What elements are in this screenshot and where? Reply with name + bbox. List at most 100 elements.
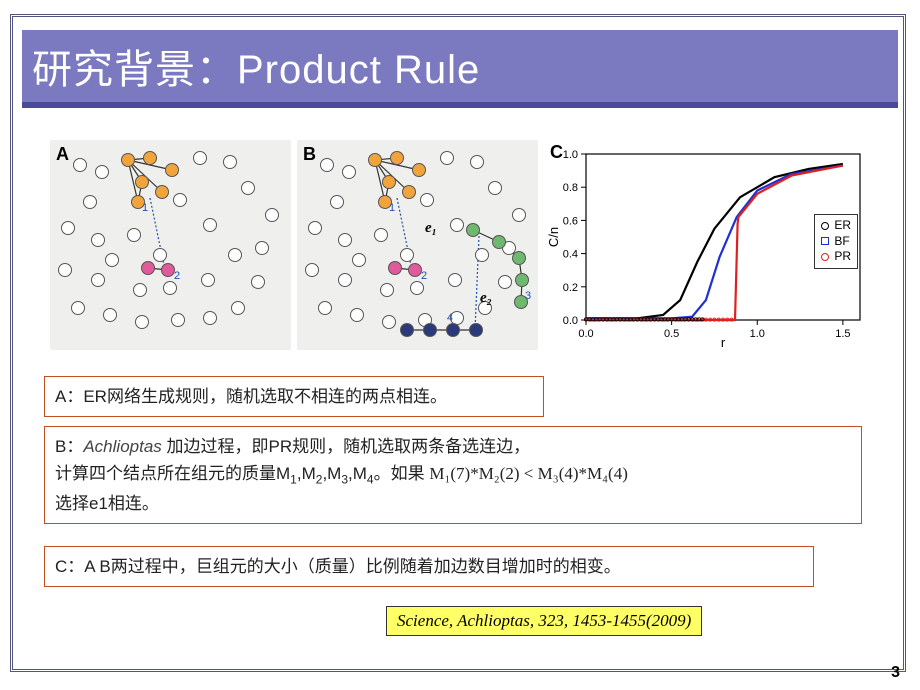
text-box-b: B：Achlioptas 加边过程，即PR规则，随机选取两条备选连边， 计算四个… <box>44 426 862 524</box>
node <box>135 315 149 329</box>
node <box>382 315 396 329</box>
node <box>251 275 265 289</box>
svg-text:0.0: 0.0 <box>563 315 578 327</box>
node <box>201 273 215 287</box>
node <box>161 263 175 277</box>
node <box>423 323 437 337</box>
node <box>412 163 426 177</box>
panel-b-num3: 3 <box>525 290 531 302</box>
text-box-c: C：A B两过程中，巨组元的大小（质量）比例随着加边数目增加时的相变。 <box>44 546 814 587</box>
citation: Science, Achlioptas, 323, 1453-1455(2009… <box>386 606 702 636</box>
legend-er: ER <box>821 218 851 234</box>
node <box>408 263 422 277</box>
node <box>338 273 352 287</box>
node <box>400 323 414 337</box>
svg-text:0.4: 0.4 <box>563 249 578 261</box>
node <box>515 273 529 287</box>
node <box>58 263 72 277</box>
node <box>103 308 117 322</box>
node <box>133 283 147 297</box>
node <box>498 275 512 289</box>
node <box>488 181 502 195</box>
svg-text:r: r <box>721 335 726 350</box>
node <box>91 233 105 247</box>
node <box>308 221 322 235</box>
edge-label-e1: e₁ <box>425 220 437 237</box>
node <box>475 248 489 262</box>
text-box-a: A：ER网络生成规则，随机选取不相连的两点相连。 <box>44 376 544 417</box>
node <box>446 323 460 337</box>
node <box>402 185 416 199</box>
panel-b-num4: 4 <box>447 312 453 324</box>
node <box>320 158 334 172</box>
node <box>135 175 149 189</box>
node <box>127 228 141 242</box>
header: 研究背景：Product Rule <box>22 30 898 108</box>
node <box>368 153 382 167</box>
figure-row: A 1 2 B 1 2 3 4 e₁ e₂ C 0.00.51.01.50.00… <box>50 140 870 360</box>
node <box>352 253 366 267</box>
node <box>492 235 506 249</box>
node <box>173 193 187 207</box>
node <box>420 193 434 207</box>
node <box>440 151 454 165</box>
panel-c-label: C <box>550 142 563 163</box>
panel-a: A 1 2 <box>50 140 291 350</box>
node <box>223 155 237 169</box>
node <box>388 261 402 275</box>
node <box>255 241 269 255</box>
node <box>71 301 85 315</box>
node <box>141 261 155 275</box>
node <box>382 175 396 189</box>
node <box>318 301 332 315</box>
node <box>165 163 179 177</box>
panel-a-num2: 2 <box>174 270 180 282</box>
node <box>330 195 344 209</box>
panel-a-num1: 1 <box>142 202 148 214</box>
math-formula: M₁(7)*M₂(2) < M₃(4)*M₄(4) <box>429 464 628 483</box>
legend-pr: PR <box>821 249 851 265</box>
svg-text:1.0: 1.0 <box>750 328 765 340</box>
node <box>241 181 255 195</box>
legend-bf: BF <box>821 234 851 250</box>
node <box>338 233 352 247</box>
node <box>83 195 97 209</box>
svg-text:C/n: C/n <box>546 227 561 247</box>
node <box>265 208 279 222</box>
panel-b-num2: 2 <box>421 270 427 282</box>
svg-text:0.2: 0.2 <box>563 282 578 294</box>
node <box>380 283 394 297</box>
node <box>61 221 75 235</box>
node <box>105 253 119 267</box>
header-title: 研究背景：Product Rule <box>22 37 480 95</box>
node <box>448 273 462 287</box>
node <box>203 218 217 232</box>
node <box>228 248 242 262</box>
panel-c: C 0.00.51.01.50.00.20.40.60.81.0rC/n ER … <box>544 140 870 350</box>
edge-label-e2: e₂ <box>480 290 492 307</box>
node <box>95 165 109 179</box>
node <box>410 281 424 295</box>
svg-text:1.5: 1.5 <box>835 328 850 340</box>
node <box>153 248 167 262</box>
node <box>231 301 245 315</box>
node <box>350 308 364 322</box>
node <box>155 185 169 199</box>
page-number: 3 <box>891 664 900 682</box>
node <box>374 228 388 242</box>
svg-text:0.5: 0.5 <box>664 328 679 340</box>
panel-b: B 1 2 3 4 e₁ e₂ <box>297 140 538 350</box>
node <box>470 155 484 169</box>
svg-text:1.0: 1.0 <box>563 149 578 161</box>
node <box>305 263 319 277</box>
node <box>121 153 135 167</box>
node <box>512 251 526 265</box>
node <box>469 323 483 337</box>
node <box>450 218 464 232</box>
node <box>171 313 185 327</box>
node <box>91 273 105 287</box>
chart-legend: ER BF PR <box>814 214 858 269</box>
node <box>390 151 404 165</box>
node <box>512 208 526 222</box>
node <box>163 281 177 295</box>
